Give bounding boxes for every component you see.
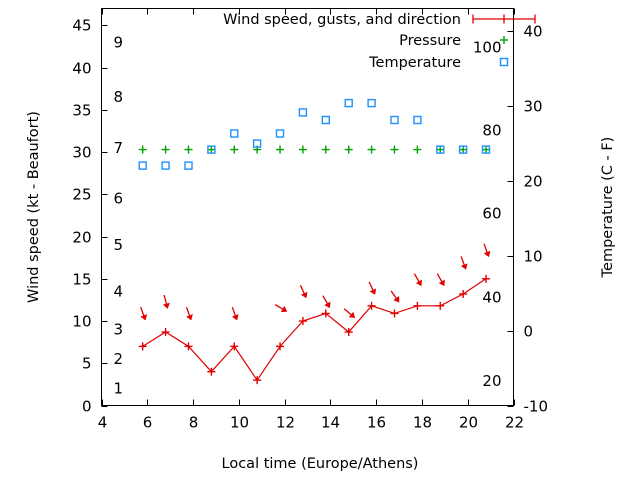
x-tick-label: 4 [98,414,108,432]
wind-direction-arrow-head [186,314,193,321]
y-axis-tick-labels: 0 5 10 15 20 25 30 35 40 45 [72,17,91,416]
series-temperature [138,98,491,170]
beaufort-label: 8 [114,88,124,106]
x-tick-label: 16 [367,414,386,432]
x-tick-label: 18 [413,414,432,432]
x-tick-label: 6 [143,414,153,432]
y2-tick-label: 20 [524,173,543,191]
wind-direction-arrow-head [369,288,377,295]
y-tick-label: 30 [72,144,91,162]
y2-axis-tick-labels: -10 0 10 20 30 40 [524,23,549,416]
wind-direction-arrow-head [415,279,422,287]
series-wind-speed [138,274,491,385]
beaufort-label: 3 [114,320,124,338]
wind-speed-line [142,278,487,382]
temperature-point [390,115,399,125]
beaufort-label: 7 [114,139,124,157]
y2-tick-label: 0 [524,323,534,341]
beaufort-label: 9 [114,33,124,51]
wind-direction-arrow-head [324,301,331,309]
x-tick-label: 8 [189,414,199,432]
y-tick-label: 0 [82,398,92,416]
x-axis-ticks [102,8,515,406]
legend-label: Wind speed, gusts, and direction [223,12,461,28]
series-wind-gust-arrows [140,243,491,321]
x-tick-label: 12 [276,414,295,432]
legend-label: Temperature [368,55,461,71]
y-tick-label: 15 [72,271,91,289]
wind-direction-arrow-head [393,296,400,303]
beaufort-label: 6 [114,190,124,208]
fahrenheit-label: 100 [473,38,502,56]
beaufort-label: 4 [114,282,124,300]
y-tick-label: 25 [72,186,91,204]
temperature-point [252,139,262,148]
y2-tick-label: 40 [524,23,543,41]
x-tick-label: 22 [505,414,524,432]
fahrenheit-scale-labels: 20 40 60 80 100 [473,38,502,389]
wind-direction-arrow-head [300,291,308,299]
beaufort-label: 1 [114,380,124,398]
beaufort-label: 2 [114,350,124,368]
temperature-point [458,145,468,154]
wind-direction-arrow-head [438,279,445,287]
x-axis-tick-labels: 4 6 8 10 12 14 16 18 20 22 [98,414,524,432]
y-tick-label: 5 [82,355,92,373]
temperature-point [161,161,170,170]
x-axis-title: Local time (Europe/Athens) [222,456,419,472]
y-tick-label: 10 [72,313,91,331]
wind-direction-arrow-head [348,311,356,318]
beaufort-label: 5 [114,236,124,254]
y2-axis-title: Temperature (C - F) [600,137,616,279]
x-tick-label: 14 [321,414,340,432]
y-axis-title: Wind speed (kt - Beaufort) [26,111,42,303]
temperature-point [230,129,239,138]
temperature-point [298,108,308,117]
y2-tick-label: 10 [524,248,543,266]
y-tick-label: 40 [72,60,91,78]
y2-tick-label: -10 [524,398,549,416]
series-pressure [138,145,491,154]
wind-direction-arrow-head [231,314,239,321]
wind-direction-arrow-head [460,263,468,270]
temperature-point [413,115,422,125]
temperature-point [321,115,330,125]
legend-square-sample [499,57,509,67]
y-tick-label: 35 [72,102,91,120]
wind-direction-arrow-head [280,305,288,313]
y2-tick-label: 30 [524,98,543,116]
temperature-point [344,98,353,108]
fahrenheit-label: 60 [482,205,501,223]
beaufort-scale-labels: 1 2 3 4 5 6 7 8 9 [114,33,124,397]
temperature-point [275,129,285,138]
temperature-point [481,145,491,154]
fahrenheit-label: 20 [482,372,501,390]
y-axis-ticks [101,25,108,407]
y2-axis-ticks [507,31,514,407]
chart-legend: Wind speed, gusts, and direction Pressure… [223,12,536,71]
temperature-point [138,161,147,170]
temperature-point [367,98,376,108]
fahrenheit-label: 40 [482,289,501,307]
legend-label: Pressure [399,33,461,49]
temperature-point [184,161,193,170]
y-tick-label: 45 [72,17,91,35]
temperature-point [436,145,445,154]
y-tick-label: 20 [72,229,91,247]
wind-direction-arrow-head [162,302,170,309]
wind-direction-arrow-head [140,314,148,321]
temperature-point [207,145,216,154]
x-tick-label: 20 [459,414,478,432]
x-tick-label: 10 [230,414,249,432]
wind-direction-arrow-head [483,250,491,258]
plot-frame [101,8,514,406]
fahrenheit-label: 80 [482,122,501,140]
